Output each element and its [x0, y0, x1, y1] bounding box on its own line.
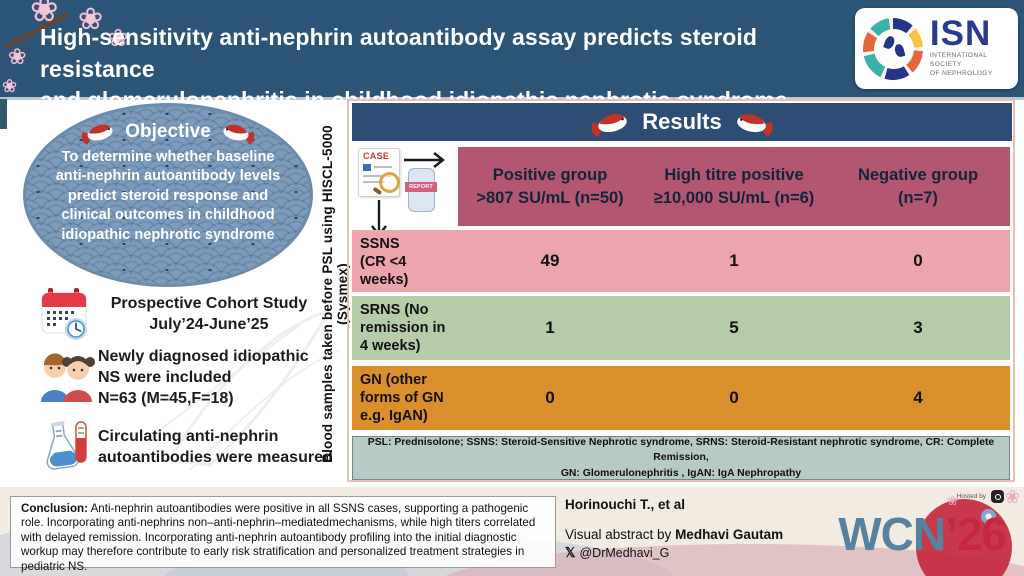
host-society-logo-icon: [981, 509, 996, 524]
col-negative-group: Negative group (n=7): [857, 166, 979, 207]
sample-timing-note: Blood samples taken before PSL using HIS…: [320, 125, 350, 463]
table-cell: 0: [545, 388, 555, 407]
isn-ring-icon: [863, 17, 923, 80]
method-item-cohort: Newly diagnosed idiopathic NS were inclu…: [98, 348, 309, 407]
crane-watermark: [159, 307, 341, 471]
x-handle: @DrMedhavi_G: [579, 546, 670, 560]
col-positive-group: Positive group >807 SU/mL (n=50): [476, 166, 624, 207]
row-label: SSNS (CR <4 weeks): [360, 236, 409, 289]
hosted-by-label: Hosted by: [956, 493, 986, 500]
children-icon: [41, 353, 95, 402]
edge-accent: [0, 99, 7, 129]
table-cell: 5: [729, 318, 739, 337]
report-phone-icon: REPORT: [405, 168, 437, 212]
wcn-year: ’26: [945, 508, 1007, 560]
koi-fish-icon: [81, 124, 113, 145]
conclusion-text: Anti-nephrin autoantibodies were positiv…: [21, 502, 536, 573]
koi-fish-icon: [591, 113, 628, 137]
method-item-study: Prospective Cohort Study July’24-June’25: [110, 295, 308, 333]
table-row-gn: GN (other forms of GN e.g. IgAN) 0 0 4: [352, 366, 1010, 430]
header-bar: ❀ ❀ ❀ ❀ ❀ High-sensitivity anti-nephrin …: [0, 0, 1024, 113]
credit-prefix: Visual abstract by: [565, 527, 676, 542]
lab-flasks-icon: [46, 421, 87, 470]
poster-title: High-sensitivity anti-nephrin autoantibo…: [40, 24, 788, 114]
table-header-row: Positive group >807 SU/mL (n=50) High ti…: [458, 147, 1010, 226]
case-document-icon: CASE: [358, 148, 400, 197]
row-label: GN (other forms of GN e.g. IgAN): [360, 372, 444, 425]
case-label: CASE: [363, 151, 390, 161]
table-cell: 1: [729, 251, 739, 270]
table-cell: 0: [913, 251, 923, 270]
conclusion-box: Conclusion: Anti-nephrin autoantibodies …: [10, 496, 556, 573]
report-label: REPORT: [405, 182, 437, 192]
table-row-ssns: SSNS (CR <4 weeks) 49 1 0: [352, 230, 1010, 292]
table-cell: 3: [913, 318, 923, 337]
koi-fish-icon: [223, 124, 255, 145]
results-header: Results: [352, 103, 1012, 141]
footer-band: ❀ ❀ Conclusion: Anti-nephrin autoantibod…: [0, 487, 1024, 576]
conclusion-label: Conclusion:: [21, 502, 88, 515]
calendar-clock-icon: [41, 288, 87, 340]
table-row-srns: SRNS (No remission in 4 weeks) 1 5 3: [352, 296, 1010, 360]
wcn26-logo: WCN’26: [838, 508, 1007, 560]
table-cell: 0: [729, 388, 739, 407]
table-cell: 49: [540, 251, 560, 270]
col-high-titre: High titre positive ≥10,000 SU/mL (n=6): [653, 166, 815, 207]
arrow-right-icon: [404, 152, 445, 168]
authors-citation: Horinouchi T., et al: [565, 497, 686, 512]
objective-heading: Objective: [125, 121, 211, 142]
results-heading: Results: [642, 109, 722, 134]
method-item-measurement: Circulating anti-nephrin autoantibodies …: [98, 428, 333, 466]
x-twitter-icon: 𝕏: [565, 544, 576, 561]
koi-fish-icon: [736, 113, 773, 137]
table-cell: 4: [913, 388, 923, 407]
objective-panel: Objective To determine whether baseline …: [23, 103, 313, 287]
wcn-text: WCN: [838, 508, 946, 560]
isn-subtitle: INTERNATIONAL SOCIETY OF NEPHROLOGY: [929, 52, 993, 78]
row-label: SRNS (No remission in 4 weeks): [360, 302, 446, 355]
abbreviations-footnote: PSL: Prednisolone; SSNS: Steroid-Sensiti…: [352, 436, 1010, 480]
isn-acronym: ISN: [929, 13, 992, 53]
objective-text: To determine whether baseline anti-nephr…: [55, 149, 281, 243]
credit-name: Medhavi Gautam: [675, 527, 784, 542]
mount-fuji-decoration: [916, 499, 1012, 576]
credit-line: Visual abstract by Medhavi Gautam: [565, 527, 783, 542]
isn-logo: ISN INTERNATIONAL SOCIETY OF NEPHROLOGY: [855, 8, 1018, 89]
magnifier-icon: [379, 172, 400, 193]
table-cell: 1: [545, 318, 555, 337]
host-logo-icon: [991, 490, 1004, 503]
